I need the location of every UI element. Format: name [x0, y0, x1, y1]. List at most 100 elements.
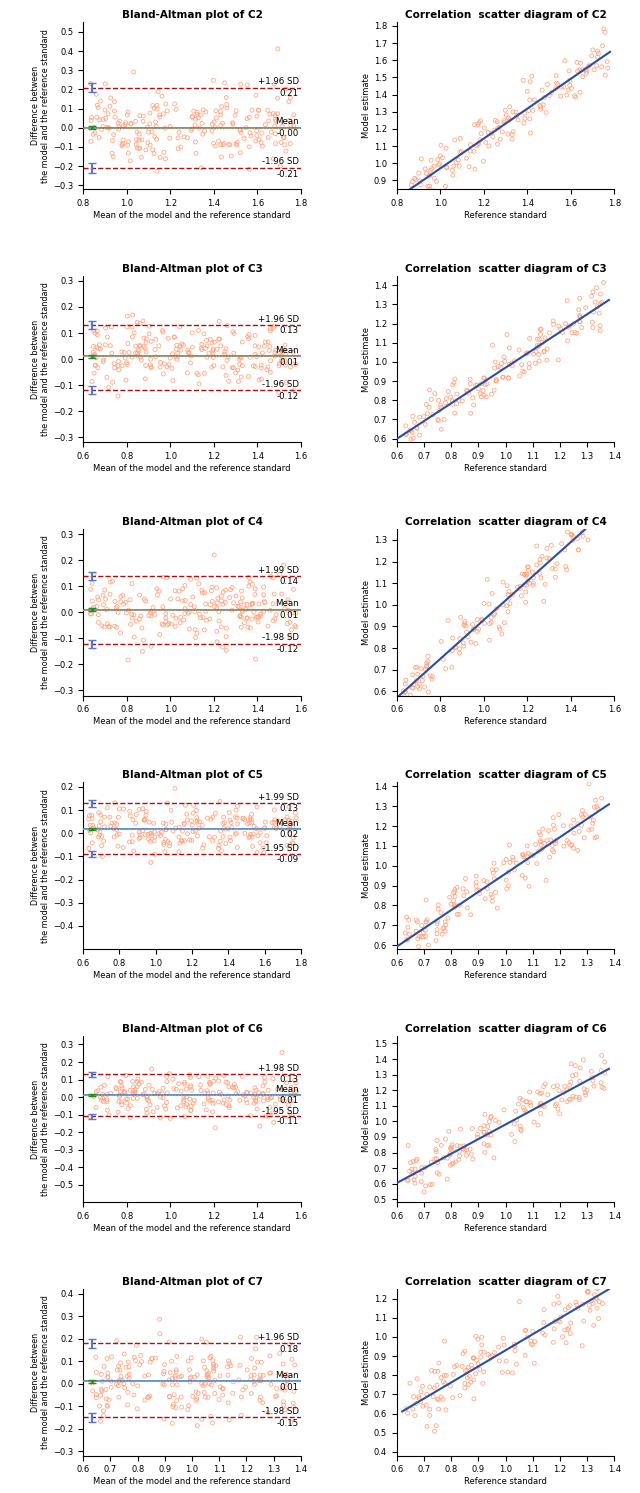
X-axis label: Mean of the model and the reference standard: Mean of the model and the reference stan… — [93, 717, 291, 726]
Point — [102, 1362, 113, 1386]
Point — [135, 334, 145, 358]
Point — [586, 43, 596, 67]
Point — [202, 1359, 212, 1383]
Point — [438, 917, 448, 941]
Point — [486, 382, 497, 406]
Point — [472, 620, 483, 643]
Point — [404, 184, 414, 208]
Point — [460, 866, 470, 890]
Point — [566, 1053, 577, 1076]
Point — [202, 1365, 212, 1388]
Point — [123, 100, 133, 124]
Point — [99, 829, 109, 853]
Point — [458, 632, 468, 655]
Point — [204, 824, 214, 848]
Point — [141, 331, 151, 355]
Point — [580, 502, 591, 526]
Point — [134, 136, 145, 160]
Point — [198, 836, 208, 860]
Point — [595, 282, 605, 306]
Point — [109, 355, 120, 379]
Point — [268, 566, 278, 590]
Point — [171, 97, 181, 121]
Point — [588, 311, 598, 334]
Point — [501, 1350, 511, 1374]
Point — [173, 587, 183, 611]
Point — [172, 337, 182, 361]
Point — [249, 814, 259, 838]
Point — [162, 1081, 172, 1105]
Point — [563, 1317, 573, 1341]
Point — [209, 131, 219, 155]
Point — [126, 112, 136, 136]
Point — [186, 1066, 196, 1090]
Point — [499, 110, 509, 134]
Point — [410, 166, 420, 190]
Point — [481, 130, 491, 154]
Point — [529, 566, 539, 590]
Point — [277, 1377, 287, 1400]
Point — [138, 639, 148, 663]
Point — [482, 1133, 492, 1157]
Point — [270, 1093, 280, 1117]
Point — [252, 1350, 262, 1374]
Point — [218, 581, 228, 605]
Point — [447, 1133, 457, 1157]
Point — [156, 351, 166, 375]
Point — [165, 1360, 175, 1384]
Point — [423, 681, 433, 705]
Point — [589, 794, 600, 818]
Point — [128, 1075, 138, 1099]
Point — [583, 1280, 593, 1303]
Point — [138, 629, 148, 652]
Point — [504, 579, 514, 603]
Point — [195, 606, 205, 630]
Point — [175, 606, 186, 630]
Point — [212, 596, 222, 620]
Point — [426, 148, 436, 172]
Point — [116, 1093, 127, 1117]
Point — [465, 372, 476, 396]
Point — [431, 1147, 442, 1171]
Point — [111, 812, 122, 836]
Point — [410, 1171, 420, 1194]
Point — [246, 124, 256, 148]
Point — [500, 99, 510, 122]
Point — [529, 1111, 539, 1135]
Y-axis label: Difference between
the model and the reference standard: Difference between the model and the ref… — [31, 1296, 51, 1450]
Point — [471, 875, 481, 899]
Point — [240, 821, 250, 845]
Point — [476, 109, 486, 133]
Point — [548, 1291, 559, 1315]
Point — [215, 1375, 225, 1399]
Point — [119, 1081, 129, 1105]
Point — [199, 1091, 209, 1115]
Point — [287, 618, 297, 642]
Point — [593, 39, 603, 63]
Point — [276, 1041, 287, 1065]
Point — [208, 69, 218, 93]
Point — [199, 1381, 209, 1405]
Point — [472, 1123, 483, 1147]
Y-axis label: Difference between
the model and the reference standard: Difference between the model and the ref… — [31, 788, 51, 942]
Point — [246, 802, 257, 826]
Point — [250, 1372, 260, 1396]
Point — [216, 839, 227, 863]
Point — [540, 325, 550, 349]
Point — [140, 587, 150, 611]
Point — [115, 1368, 125, 1391]
Point — [261, 1105, 271, 1129]
Point — [503, 1360, 513, 1384]
Point — [271, 1384, 281, 1408]
Point — [441, 1363, 451, 1387]
Point — [209, 826, 220, 850]
Point — [412, 417, 422, 440]
Point — [244, 322, 254, 346]
Point — [181, 1076, 191, 1100]
Point — [412, 655, 422, 679]
Point — [202, 345, 212, 369]
Point — [484, 1109, 495, 1133]
Point — [505, 851, 515, 875]
Point — [99, 815, 109, 839]
Point — [281, 78, 291, 102]
